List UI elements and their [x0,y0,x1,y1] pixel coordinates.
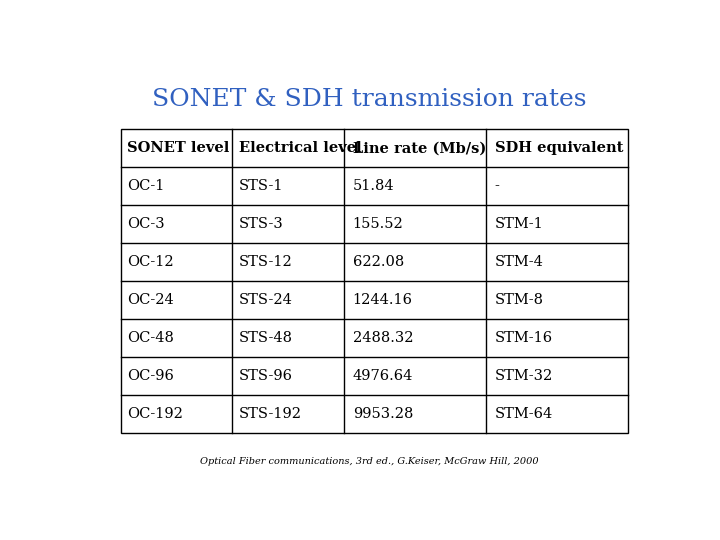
Text: STS-3: STS-3 [239,217,284,231]
Text: 155.52: 155.52 [353,217,403,231]
Text: SDH equivalent: SDH equivalent [495,141,624,155]
Text: -: - [495,179,500,193]
Text: OC-1: OC-1 [127,179,165,193]
Text: Optical Fiber communications, 3rd ed., G.Keiser, McGraw Hill, 2000: Optical Fiber communications, 3rd ed., G… [199,457,539,467]
Text: 4976.64: 4976.64 [353,369,413,383]
Text: SONET level: SONET level [127,141,230,155]
Text: OC-12: OC-12 [127,255,174,269]
Bar [121,129,629,433]
Text: STS-96: STS-96 [239,369,293,383]
Text: OC-3: OC-3 [127,217,165,231]
Text: Line rate (Mb/s): Line rate (Mb/s) [353,141,486,155]
Text: 9953.28: 9953.28 [353,407,413,421]
Text: OC-24: OC-24 [127,293,174,307]
Text: STM-16: STM-16 [495,331,553,345]
Text: STS-192: STS-192 [239,407,302,421]
Text: 2488.32: 2488.32 [353,331,413,345]
Text: STM-8: STM-8 [495,293,544,307]
Text: STM-4: STM-4 [495,255,544,269]
Text: STS-1: STS-1 [239,179,284,193]
Text: STM-64: STM-64 [495,407,553,421]
Text: STS-12: STS-12 [239,255,293,269]
Text: OC-96: OC-96 [127,369,174,383]
Text: STM-1: STM-1 [495,217,544,231]
Text: 51.84: 51.84 [353,179,395,193]
Text: OC-48: OC-48 [127,331,174,345]
Text: STS-48: STS-48 [239,331,293,345]
Text: 622.08: 622.08 [353,255,404,269]
Text: OC-192: OC-192 [127,407,184,421]
Text: 1244.16: 1244.16 [353,293,413,307]
Text: SONET & SDH transmission rates: SONET & SDH transmission rates [152,87,586,111]
Text: STS-24: STS-24 [239,293,293,307]
Text: Electrical level: Electrical level [239,141,362,155]
Text: STM-32: STM-32 [495,369,553,383]
